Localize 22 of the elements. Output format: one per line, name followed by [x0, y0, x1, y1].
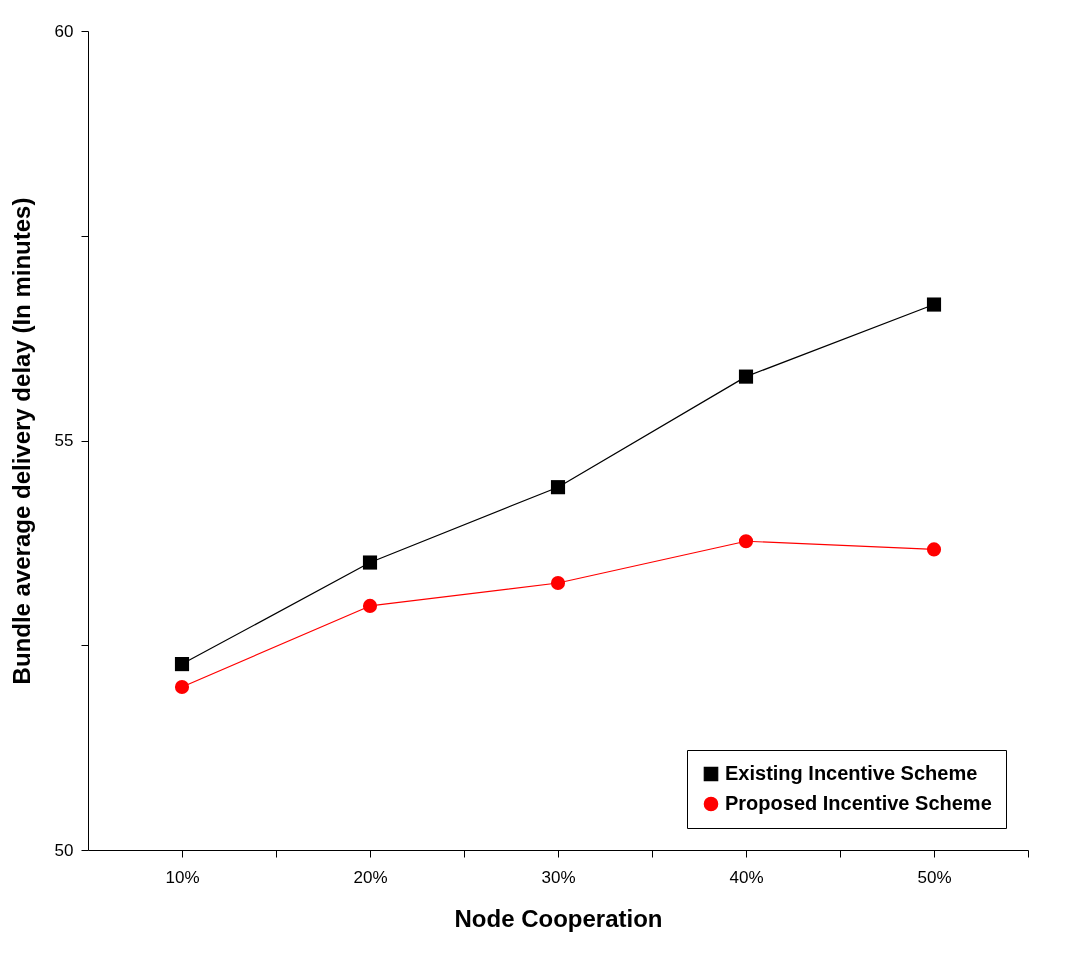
- y-tick-label: 60: [54, 21, 74, 41]
- point: [738, 534, 754, 549]
- point: [174, 679, 190, 695]
- x-tick-label: 10%: [165, 867, 200, 887]
- x-tick-label: 20%: [353, 867, 388, 887]
- point: [362, 598, 378, 613]
- y-axis-title: Bundle average delivery delay (In minutes): [7, 197, 35, 685]
- point: [926, 542, 942, 557]
- point: [926, 297, 942, 312]
- x-tick-label: 30%: [541, 867, 576, 887]
- x-tick-label: 50%: [917, 867, 952, 887]
- point: [550, 480, 566, 495]
- legend-label: Proposed Incentive Scheme: [725, 792, 992, 814]
- point: [738, 369, 754, 384]
- x-axis-title: Node Cooperation: [454, 904, 663, 932]
- legend-label: Existing Incentive Scheme: [725, 762, 978, 784]
- point: [362, 555, 378, 570]
- point: [174, 657, 190, 672]
- point: [550, 575, 566, 591]
- x-tick-label: 40%: [729, 867, 764, 887]
- y-tick-label: 55: [54, 431, 74, 450]
- y-tick-label: 50: [54, 840, 74, 860]
